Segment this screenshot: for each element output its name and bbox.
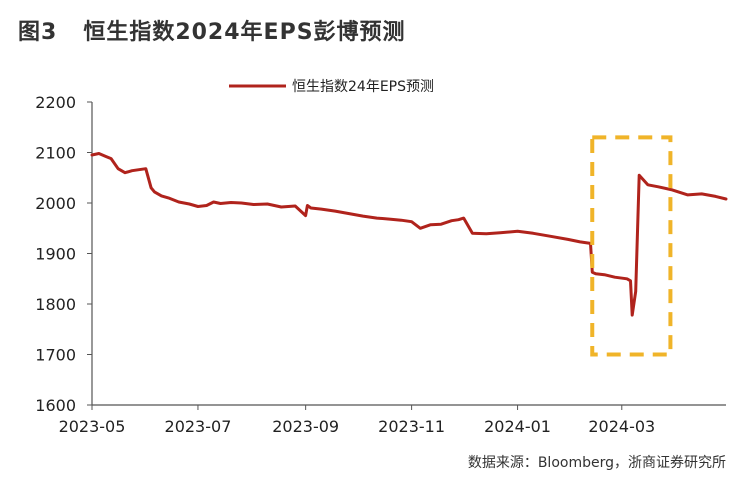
figure-title: 图3 恒生指数2024年EPS彭博预测: [18, 14, 406, 46]
y-tick-label: 1700: [35, 346, 76, 365]
chart-legend: 恒生指数24年EPS预测: [229, 79, 434, 95]
y-tick-label: 1600: [35, 396, 76, 415]
x-tick-label: 2023-11: [378, 417, 445, 436]
source-note: 数据来源：Bloomberg，浙商证券研究所: [467, 455, 726, 471]
y-tick-label: 1800: [35, 295, 76, 314]
x-tick-label: 2023-07: [165, 417, 232, 436]
y-tick-label: 2100: [35, 144, 76, 163]
y-tick-label: 2000: [35, 194, 76, 213]
x-tick-label: 2024-03: [588, 417, 655, 436]
y-tick-label: 1900: [35, 245, 76, 264]
y-tick-label: 2200: [35, 93, 76, 112]
figure-title-text: 恒生指数2024年EPS彭博预测: [83, 20, 406, 45]
figure-number: 图3: [18, 20, 58, 45]
highlight-box: [590, 135, 673, 357]
x-tick-label: 2023-09: [272, 417, 339, 436]
chart-axes: 1600 1700 1800 1900 2000 2100 2200 2023-05 2023-…: [35, 93, 726, 436]
chart-marks: [90, 135, 728, 357]
x-tick-label: 2023-05: [59, 417, 126, 436]
legend-label: 恒生指数24年EPS预测: [292, 79, 434, 95]
series-line-hsi-2024-eps: [90, 152, 728, 317]
x-tick-label: 2024-01: [484, 417, 551, 436]
